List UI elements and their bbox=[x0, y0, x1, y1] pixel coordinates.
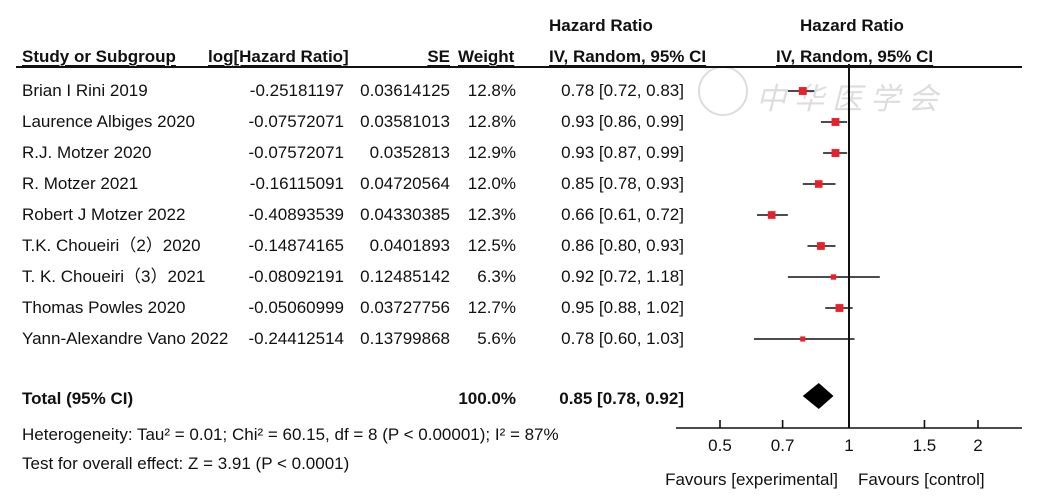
x-tick-label: 2 bbox=[973, 436, 982, 455]
overall-diamond bbox=[802, 383, 834, 409]
study-name: Brian I Rini 2019 bbox=[22, 81, 148, 100]
se-value: 0.12485142 bbox=[360, 267, 450, 286]
ci-value: 0.66 [0.61, 0.72] bbox=[561, 205, 684, 224]
weight-value: 12.8% bbox=[467, 112, 516, 131]
se-value: 0.04330385 bbox=[360, 205, 450, 224]
ci-value: 0.95 [0.88, 1.02] bbox=[561, 298, 684, 317]
weight-value: 6.3% bbox=[477, 267, 516, 286]
x-tick-label: 1.5 bbox=[913, 436, 937, 455]
weight-value: 12.0% bbox=[467, 174, 516, 193]
se-value: 0.04720564 bbox=[360, 174, 450, 193]
se-value: 0.0401893 bbox=[369, 236, 450, 255]
study-name: R. Motzer 2021 bbox=[22, 174, 139, 193]
ci-value: 0.78 [0.60, 1.03] bbox=[561, 329, 684, 348]
point-estimate bbox=[817, 242, 825, 250]
se-value: 0.03614125 bbox=[360, 81, 450, 100]
weight-value: 12.9% bbox=[467, 143, 516, 162]
point-estimate bbox=[814, 180, 823, 188]
study-name: Thomas Powles 2020 bbox=[22, 298, 186, 317]
weight-value: 12.3% bbox=[467, 205, 516, 224]
point-estimate bbox=[835, 304, 844, 312]
x-tick-label: 1 bbox=[844, 436, 853, 455]
study-name: Laurence Albiges 2020 bbox=[22, 112, 195, 131]
loghr-column-header: log[Hazard Ratio] bbox=[208, 47, 349, 66]
ci-value: 0.85 [0.78, 0.93] bbox=[561, 174, 684, 193]
header-rule bbox=[16, 66, 1022, 68]
point-estimate bbox=[798, 87, 807, 95]
total-ci: 0.85 [0.78, 0.92] bbox=[559, 389, 684, 408]
point-estimate bbox=[831, 149, 840, 157]
ci-value: 0.93 [0.87, 0.99] bbox=[561, 143, 684, 162]
total-weight: 100.0% bbox=[458, 389, 516, 408]
weight-value: 12.8% bbox=[467, 81, 516, 100]
hr-group-header-left: Hazard Ratio bbox=[549, 16, 653, 35]
loghr-value: -0.16115091 bbox=[249, 174, 344, 193]
weight-value: 5.6% bbox=[477, 329, 516, 348]
ci-column-header-right: IV, Random, 95% CI bbox=[776, 47, 934, 66]
ci-column-header-left: IV, Random, 95% CI bbox=[549, 47, 707, 66]
point-estimate bbox=[831, 118, 840, 126]
study-name: Robert J Motzer 2022 bbox=[22, 205, 186, 224]
loghr-value: -0.24412514 bbox=[248, 329, 344, 348]
ci-value: 0.86 [0.80, 0.93] bbox=[561, 236, 684, 255]
se-value: 0.03581013 bbox=[360, 112, 450, 131]
loghr-value: -0.40893539 bbox=[248, 205, 344, 224]
x-tick-label: 0.5 bbox=[708, 436, 732, 455]
se-value: 0.0352813 bbox=[369, 143, 450, 162]
study-name: T. K. Choueiri（3）2021 bbox=[22, 267, 206, 286]
study-name: R.J. Motzer 2020 bbox=[22, 143, 152, 162]
watermark-text: 中华医学会 bbox=[756, 82, 946, 117]
study-column-header: Study or Subgroup bbox=[22, 47, 176, 66]
study-name: T.K. Choueiri（2）2020 bbox=[22, 236, 201, 255]
weight-value: 12.7% bbox=[467, 298, 516, 317]
hr-group-header-right: Hazard Ratio bbox=[800, 16, 904, 35]
weight-column-header: Weight bbox=[458, 47, 515, 66]
weight-value: 12.5% bbox=[467, 236, 516, 255]
overall-effect-test: Test for overall effect: Z = 3.91 (P < 0… bbox=[22, 454, 350, 473]
study-name: Yann-Alexandre Vano 2022 bbox=[22, 329, 229, 348]
loghr-value: -0.14874165 bbox=[248, 236, 344, 255]
ci-value: 0.93 [0.86, 0.99] bbox=[561, 112, 684, 131]
total-label: Total (95% CI) bbox=[22, 389, 134, 408]
loghr-value: -0.07572071 bbox=[248, 112, 344, 131]
loghr-value: -0.08092191 bbox=[248, 267, 344, 286]
favours-control-label: Favours [control] bbox=[858, 470, 985, 489]
loghr-value: -0.25181197 bbox=[249, 81, 344, 100]
point-estimate bbox=[830, 274, 837, 280]
loghr-value: -0.05060999 bbox=[248, 298, 344, 317]
ci-value: 0.78 [0.72, 0.83] bbox=[561, 81, 684, 100]
point-estimate bbox=[800, 336, 806, 342]
loghr-value: -0.07572071 bbox=[248, 143, 344, 162]
favours-experimental-label: Favours [experimental] bbox=[665, 470, 838, 489]
ci-value: 0.92 [0.72, 1.18] bbox=[561, 267, 684, 286]
heterogeneity-stats: Heterogeneity: Tau² = 0.01; Chi² = 60.15… bbox=[22, 425, 559, 444]
se-value: 0.03727756 bbox=[360, 298, 450, 317]
se-value: 0.13799868 bbox=[360, 329, 450, 348]
se-column-header: SE bbox=[427, 47, 450, 66]
point-estimate bbox=[767, 211, 776, 219]
x-tick-label: 0.7 bbox=[771, 436, 795, 455]
